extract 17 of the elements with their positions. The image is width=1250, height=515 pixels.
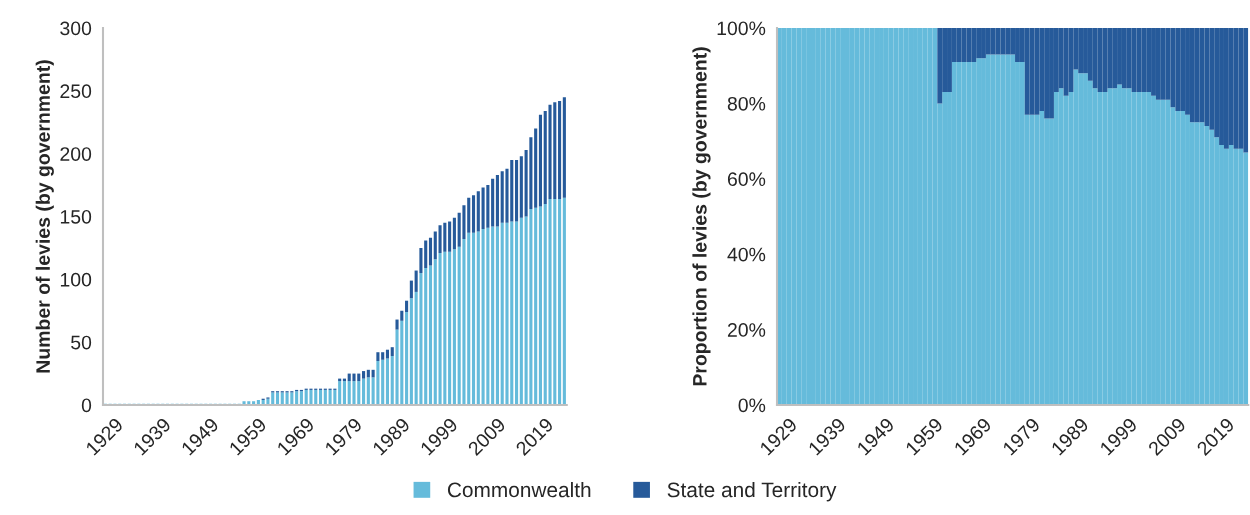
legend-label: State and Territory <box>667 481 837 502</box>
y-tick-label: 200 <box>60 147 92 161</box>
y-tick-label: 60% <box>727 172 766 187</box>
y-tick-label: 100% <box>717 21 766 36</box>
y-tick-label: 80% <box>727 96 766 111</box>
y-tick-label: 0 <box>81 398 92 413</box>
y-tick-label: 50 <box>71 335 92 350</box>
y-axis-title: Number of levies (by government) <box>35 60 54 373</box>
y-axis-title: Proportion of levies (by government) <box>692 47 711 386</box>
y-tick-label: 150 <box>60 209 92 224</box>
y-tick-label: 100 <box>60 272 92 287</box>
legend-label: Commonwealth <box>447 481 591 498</box>
y-tick-label: 20% <box>727 323 766 337</box>
y-tick-label: 300 <box>60 21 92 36</box>
y-tick-label: 0% <box>738 398 766 413</box>
y-tick-label: 40% <box>727 247 766 262</box>
y-tick-label: 250 <box>60 84 92 99</box>
